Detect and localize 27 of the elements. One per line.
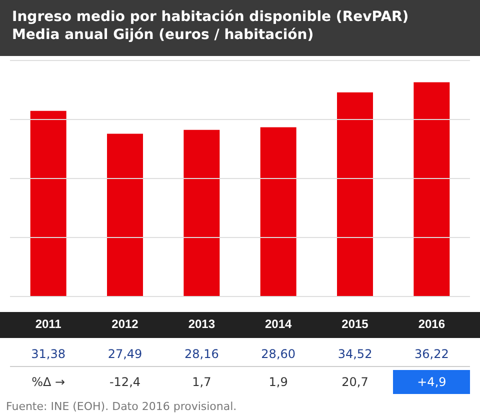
bar [184,130,220,296]
text: %Δ → [30,374,66,391]
x-tick-label: 2016 [418,317,446,331]
data-label: 36,22 [414,346,450,363]
x-tick-label: 2015 [342,317,369,331]
data-label: 28,60 [260,346,297,363]
x-tick-label: 2011 [35,317,62,331]
x-tick-label: 2014 [264,317,292,331]
x-tick-label: 2012 [112,317,139,331]
source-note: Fuente: INE (EOH). Dato 2016 provisional. [6,400,237,413]
data-label: 31,38 [30,346,67,363]
bar [30,110,66,296]
text: -12,4 [108,374,142,391]
data-label: 34,52 [336,346,374,363]
text: 1,9 [268,374,289,391]
text: +4,9 [393,370,470,394]
bar [107,134,143,296]
x-tick-label: 2013 [188,317,216,331]
bar [337,92,373,296]
chart-subtitle: Media anual Gijón (euros / habitación) [12,26,315,44]
text: 20,7 [340,374,370,391]
bar [260,127,296,296]
bar [414,82,450,296]
data-label: 27,49 [106,346,144,363]
text: 1,7 [191,374,212,391]
data-label: 28,16 [184,346,220,363]
chart-title: Ingreso medio por habitación disponible (RevPAR) [12,8,410,26]
